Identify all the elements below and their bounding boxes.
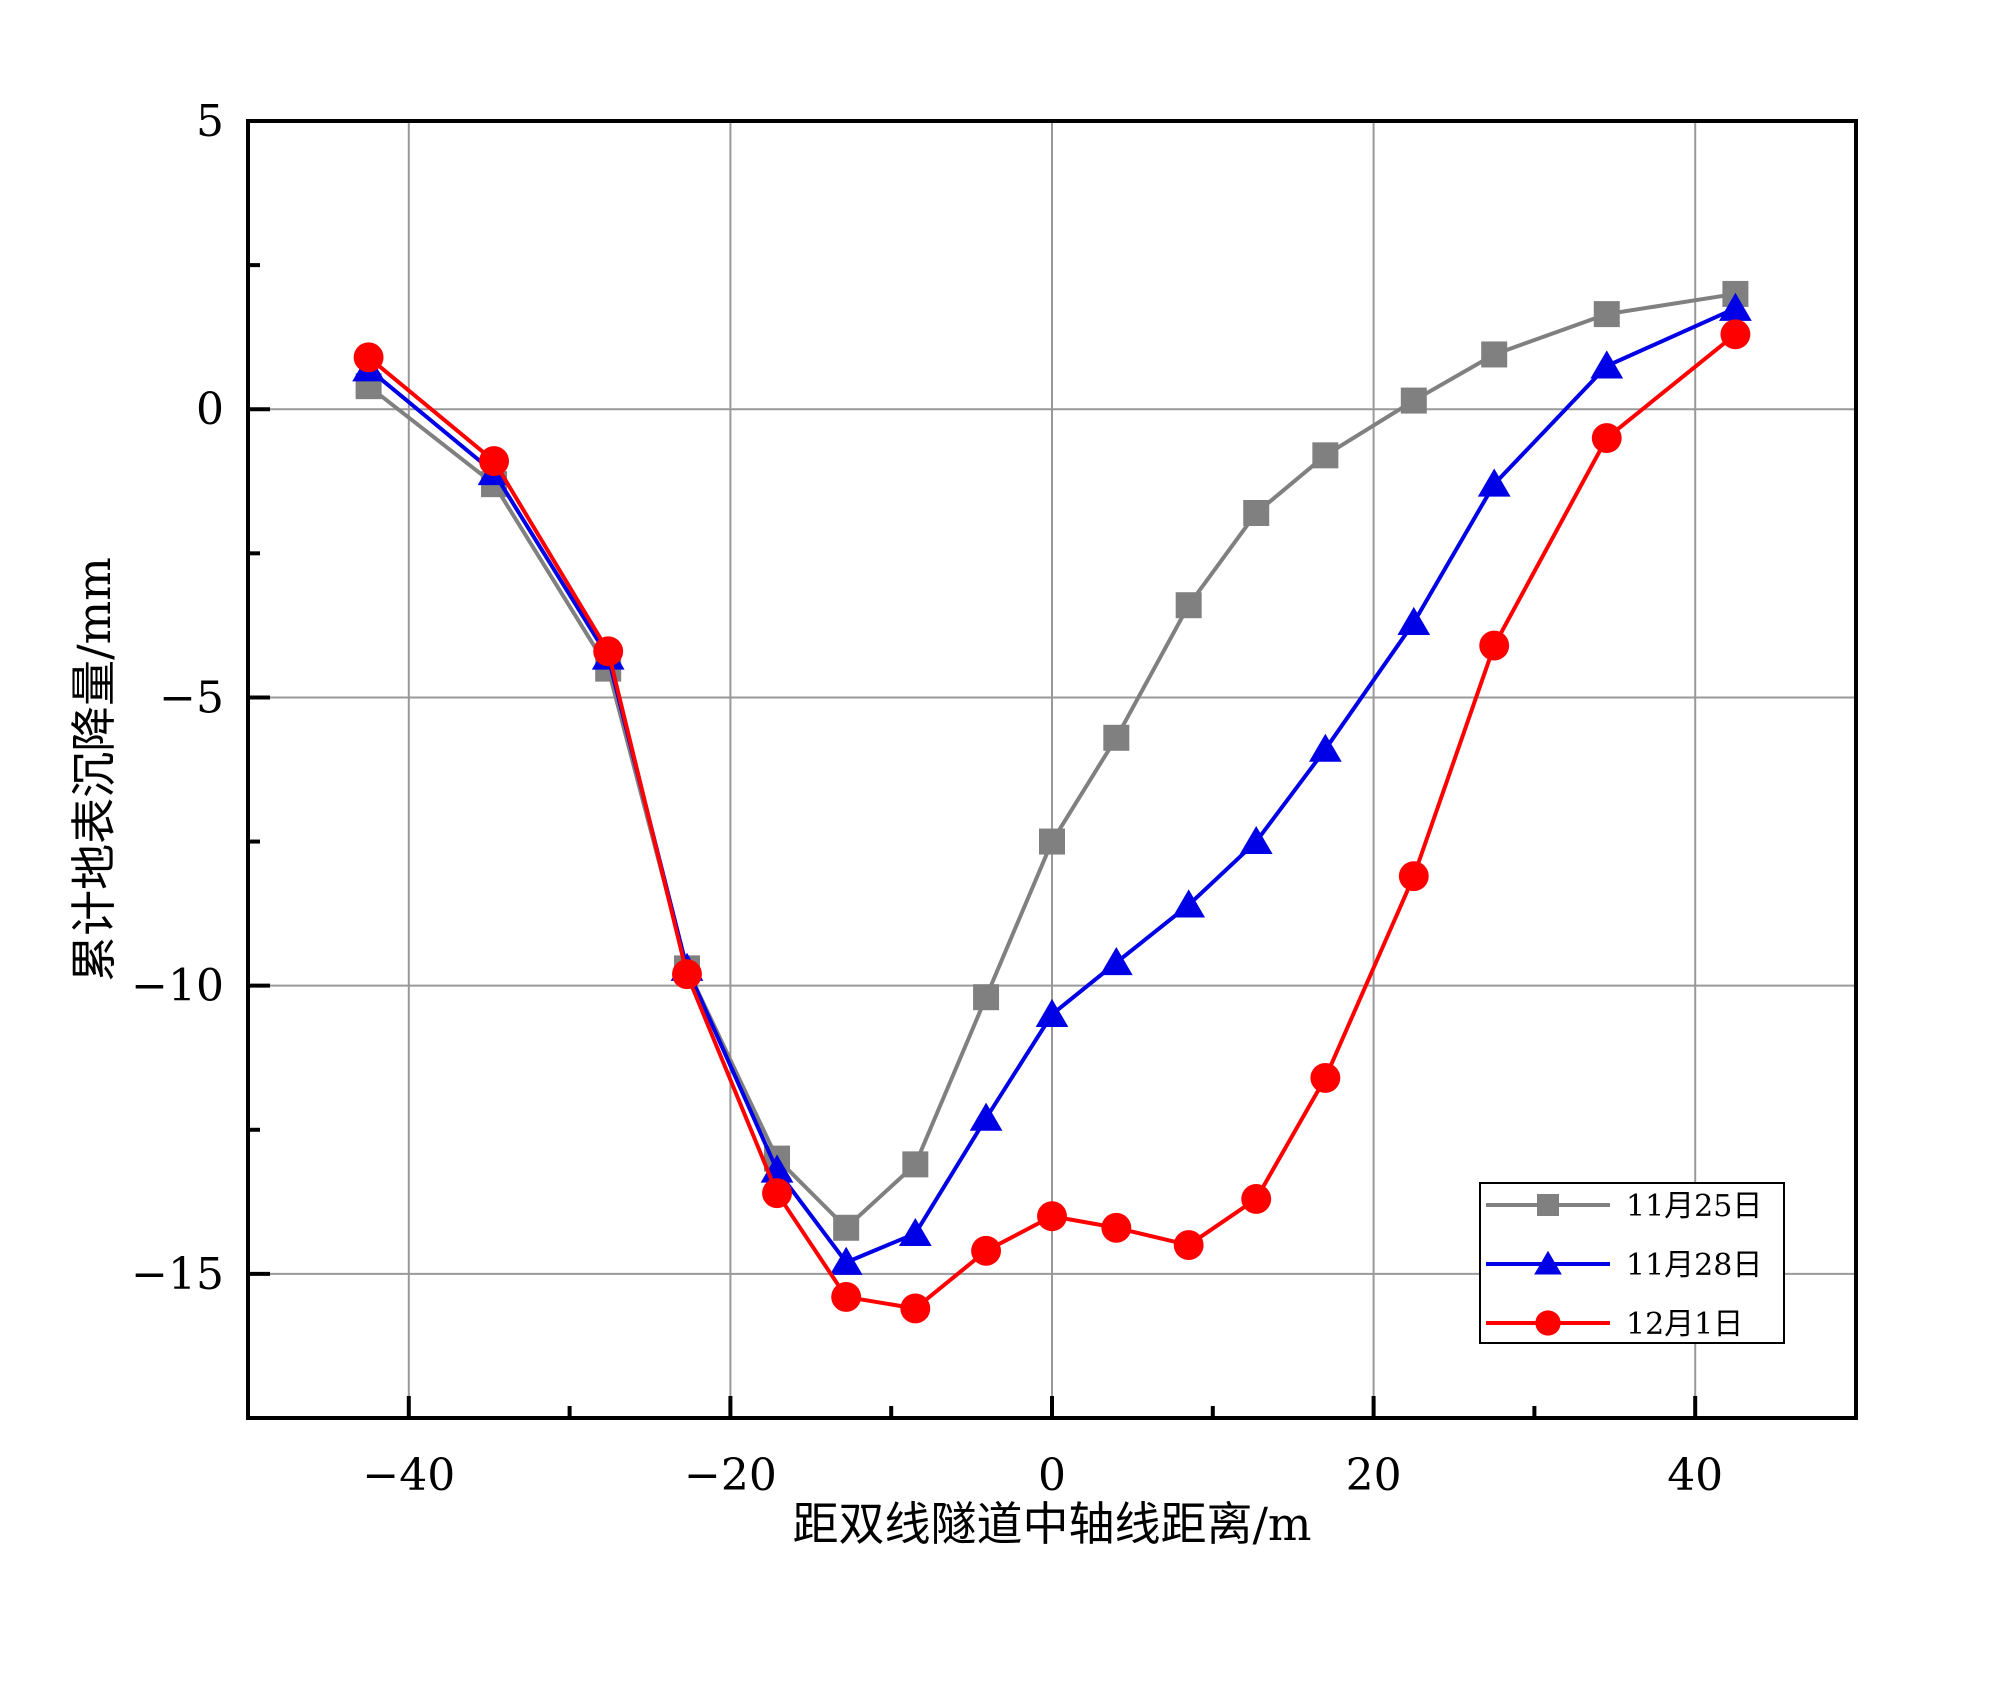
circle-marker bbox=[762, 1178, 792, 1209]
legend-items: 11月25日 11月28日 12月1日 bbox=[1486, 1189, 1762, 1342]
circle-marker bbox=[1101, 1212, 1132, 1243]
plot-series bbox=[352, 280, 1752, 1324]
circle-marker bbox=[672, 959, 702, 990]
x-tick-labels: −40 −20 0 20 40 bbox=[362, 1450, 1723, 1501]
y-tick-label: 5 bbox=[196, 96, 224, 147]
legend-label: 12月1日 bbox=[1626, 1307, 1743, 1342]
triangle-marker bbox=[1035, 998, 1069, 1027]
square-marker bbox=[902, 1151, 929, 1178]
triangle-marker bbox=[1099, 947, 1133, 976]
x-axis-title: 距双线隧道中轴线距离/m bbox=[792, 1497, 1311, 1551]
y-tick-label: 0 bbox=[196, 384, 224, 435]
square-marker bbox=[1039, 828, 1065, 855]
legend-label: 11月28日 bbox=[1626, 1248, 1762, 1283]
circle-marker bbox=[593, 636, 624, 667]
x-tick-label: 20 bbox=[1346, 1450, 1402, 1501]
circle-marker bbox=[831, 1281, 862, 1312]
triangle-marker bbox=[1397, 606, 1431, 635]
legend-item: 11月28日 bbox=[1486, 1248, 1762, 1283]
y-tick-label: −5 bbox=[159, 672, 224, 723]
circle-marker bbox=[1535, 1310, 1561, 1336]
triangle-marker bbox=[1239, 825, 1273, 855]
circle-marker bbox=[971, 1235, 1002, 1266]
plot-frame bbox=[246, 119, 1858, 1420]
square-marker bbox=[1400, 387, 1427, 414]
triangle-marker bbox=[1534, 1250, 1562, 1275]
circle-marker bbox=[1310, 1062, 1341, 1093]
triangle-marker bbox=[1719, 292, 1752, 321]
circle-marker bbox=[900, 1293, 931, 1324]
circle-marker bbox=[1241, 1184, 1272, 1214]
y-tick-label: −10 bbox=[131, 961, 224, 1012]
triangle-marker bbox=[1477, 468, 1511, 497]
legend-item: 11月25日 bbox=[1486, 1189, 1762, 1224]
square-marker bbox=[1312, 442, 1339, 469]
series-3 bbox=[353, 319, 1751, 1324]
circle-marker bbox=[1398, 861, 1429, 892]
circle-marker bbox=[1037, 1201, 1067, 1232]
y-tick-label: −15 bbox=[131, 1249, 224, 1300]
triangle-marker bbox=[829, 1246, 863, 1275]
square-marker bbox=[1175, 592, 1202, 619]
x-tick-label: −20 bbox=[684, 1450, 777, 1501]
square-marker bbox=[1243, 499, 1270, 526]
square-marker bbox=[1103, 724, 1130, 751]
square-marker bbox=[1481, 341, 1508, 368]
square-marker bbox=[973, 984, 1000, 1011]
circle-marker bbox=[479, 446, 509, 477]
triangle-marker bbox=[1308, 733, 1342, 762]
triangle-marker bbox=[898, 1217, 932, 1247]
circle-marker bbox=[1591, 423, 1622, 453]
triangle-marker bbox=[1172, 889, 1206, 918]
major-ticks bbox=[248, 119, 1698, 1418]
circle-marker bbox=[1720, 319, 1751, 350]
x-tick-label: 40 bbox=[1667, 1450, 1723, 1501]
triangle-marker bbox=[969, 1102, 1003, 1131]
legend-item: 12月1日 bbox=[1486, 1307, 1743, 1342]
y-axis-title: 累计地表沉降量/mm bbox=[67, 557, 121, 982]
legend: 11月25日 11月28日 12月1日 bbox=[1479, 1182, 1785, 1344]
square-marker bbox=[1593, 301, 1620, 328]
legend-label: 11月25日 bbox=[1626, 1189, 1762, 1224]
circle-marker bbox=[1173, 1230, 1204, 1261]
square-marker bbox=[833, 1214, 860, 1241]
circle-marker bbox=[353, 342, 384, 373]
x-tick-label: 0 bbox=[1038, 1450, 1066, 1501]
circle-marker bbox=[1479, 630, 1510, 661]
x-tick-label: −40 bbox=[362, 1450, 455, 1501]
square-marker bbox=[1537, 1194, 1559, 1216]
y-tick-labels: 5 0 −5 −10 −15 bbox=[131, 96, 224, 1300]
triangle-marker bbox=[1590, 350, 1624, 379]
